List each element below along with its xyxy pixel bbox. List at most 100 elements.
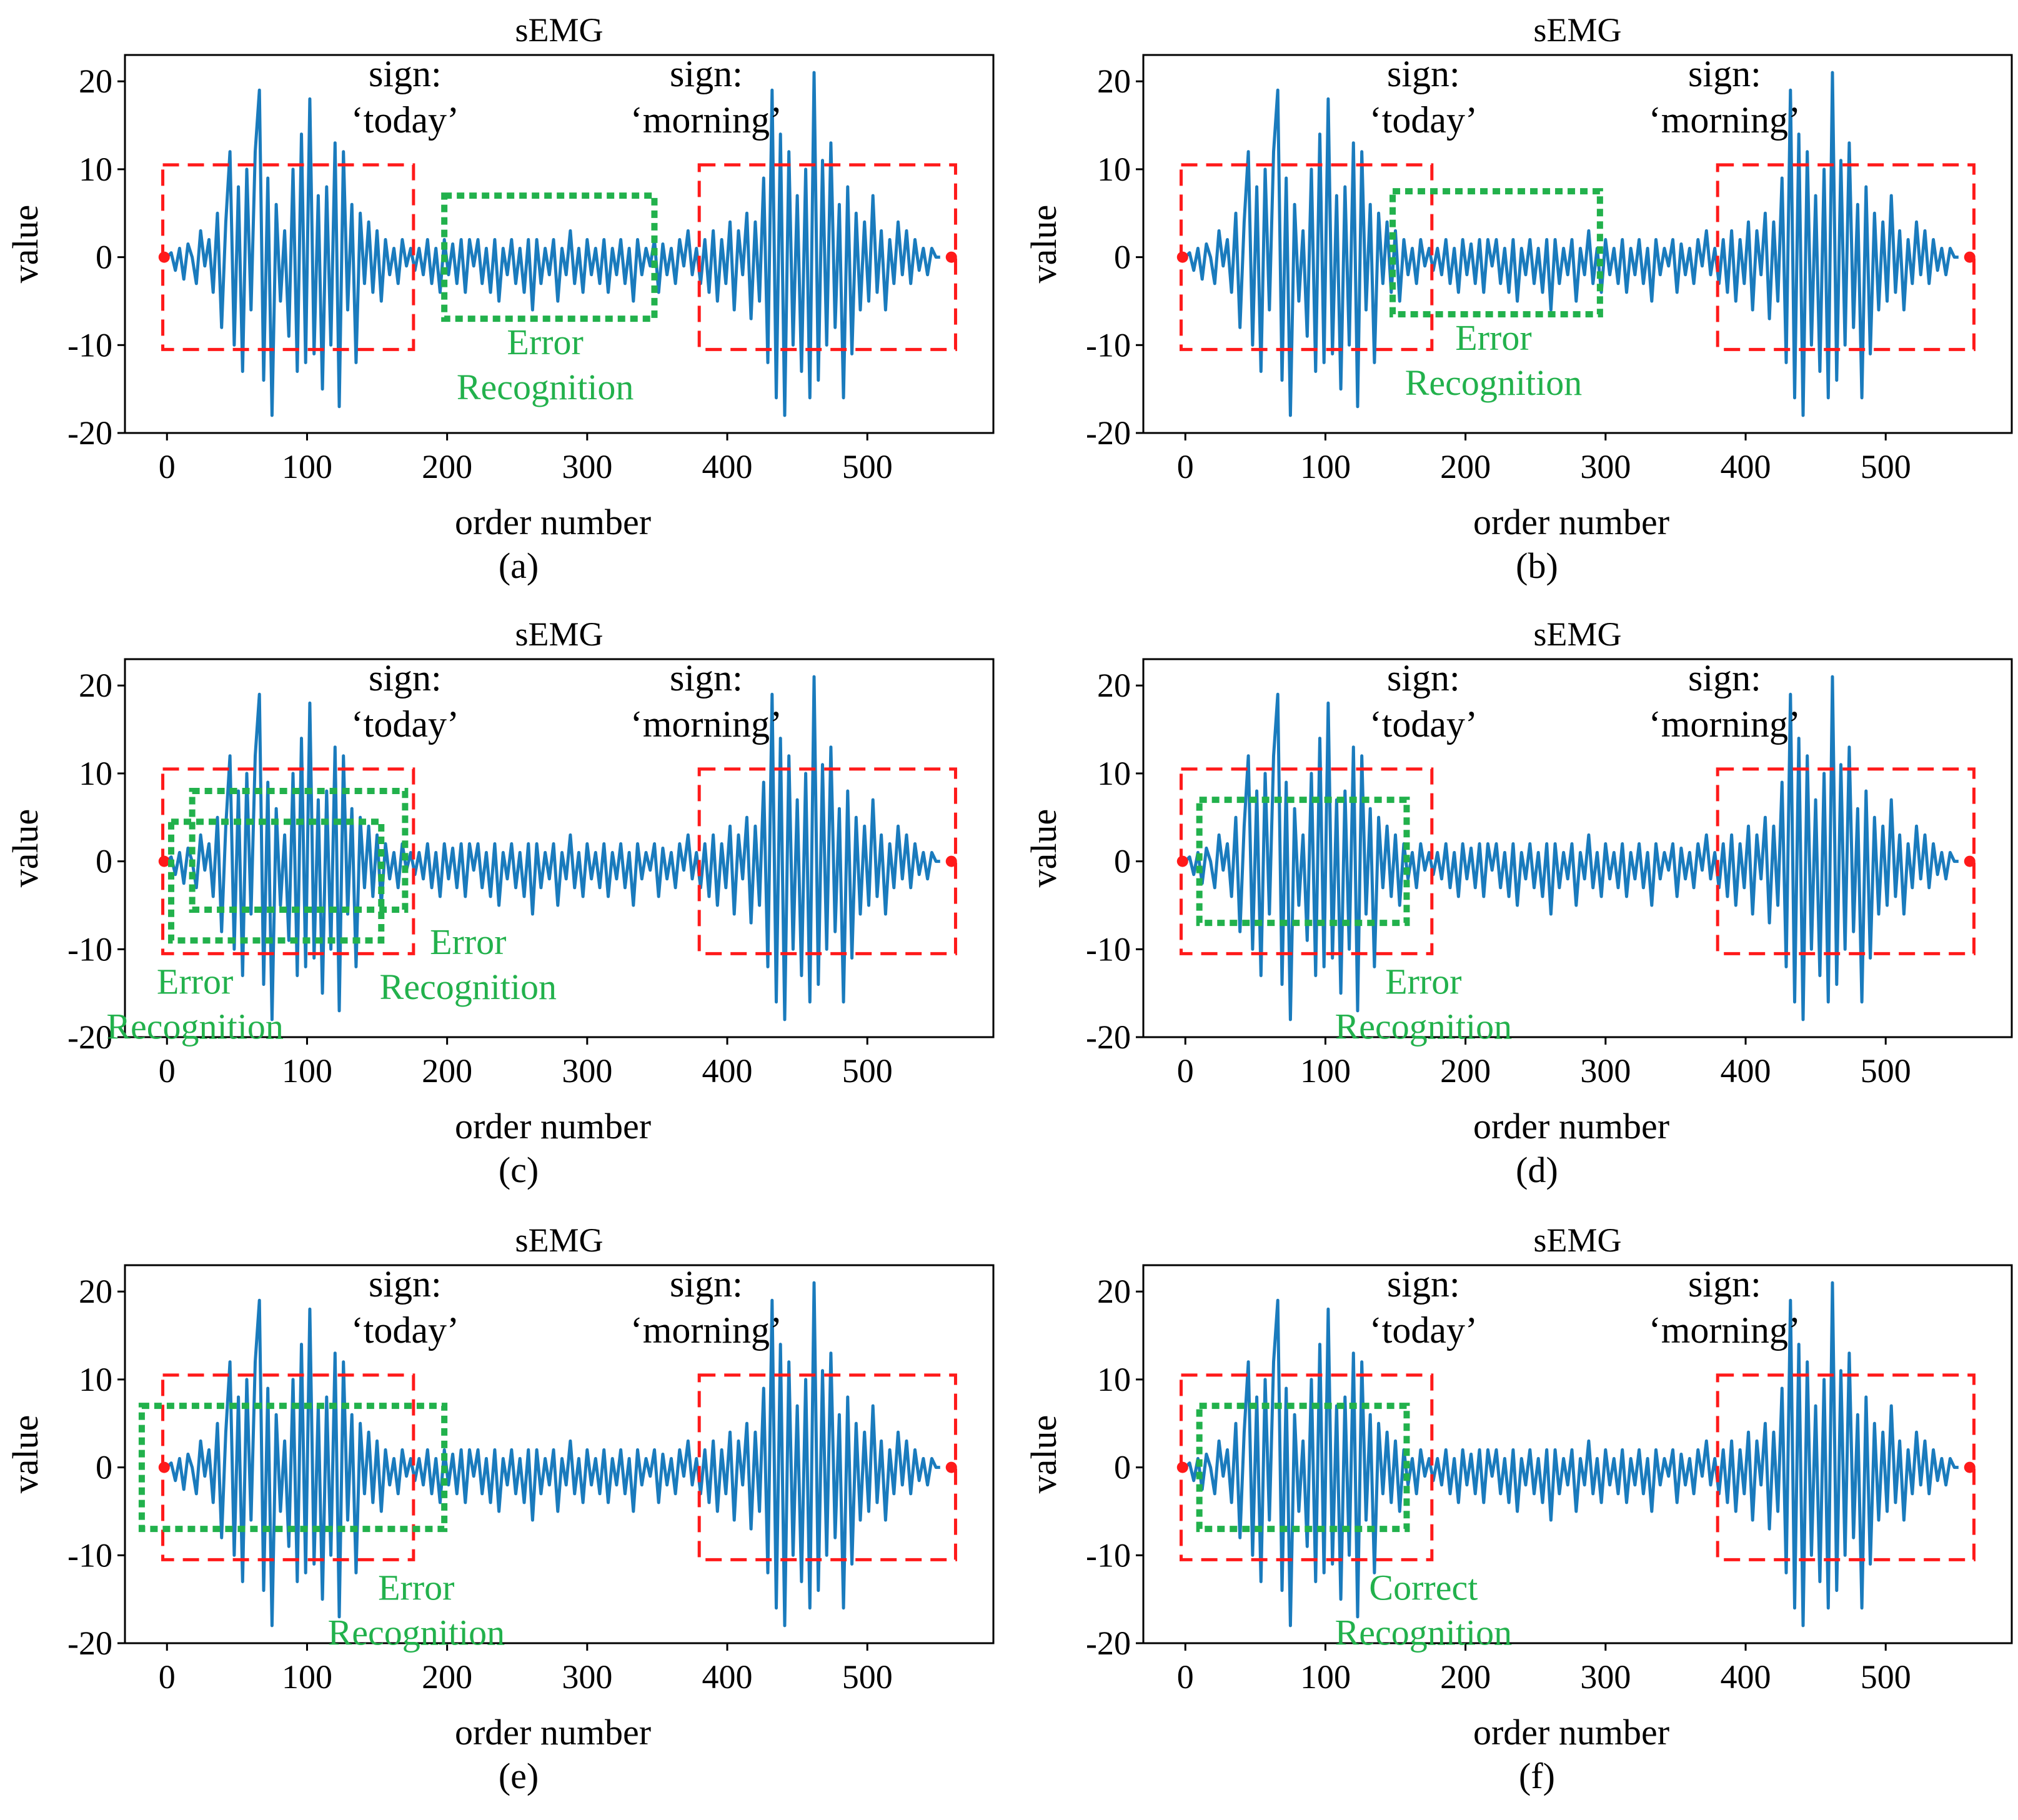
sign-label-line2: ‘today’ [351, 1310, 459, 1351]
panel-title: sEMG [515, 1221, 603, 1259]
panel-caption: (b) [1516, 545, 1558, 586]
panel-title: sEMG [1533, 615, 1621, 653]
x-tick-label: 200 [422, 1052, 472, 1090]
y-tick-label: 20 [79, 667, 112, 704]
x-tick-label: 500 [842, 448, 893, 485]
y-tick-label: -20 [1086, 414, 1131, 452]
panel-caption: (d) [1516, 1150, 1558, 1190]
x-tick-label: 0 [1177, 1658, 1194, 1696]
sign-label-line1: sign: [1387, 1263, 1460, 1305]
sign-label-line2: ‘morning’ [630, 1310, 782, 1351]
y-tick-label: 10 [79, 151, 112, 188]
y-axis-label: value [1023, 1415, 1064, 1494]
x-tick-label: 400 [1721, 448, 1771, 485]
recognition-label-line2: Recognition [457, 367, 634, 407]
y-tick-label: 10 [79, 755, 112, 792]
x-tick-label: 400 [1721, 1052, 1771, 1090]
sign-reference-window [161, 1373, 415, 1561]
semg-signal-line [166, 1281, 940, 1628]
y-tick-label: 20 [1097, 1273, 1131, 1310]
sign-reference-window [1716, 163, 1976, 351]
y-tick-label: 20 [79, 62, 112, 100]
x-tick-label: 100 [1300, 1052, 1351, 1090]
y-tick-label: -20 [1086, 1624, 1131, 1662]
semg-signal-line [1184, 675, 1959, 1022]
y-tick-label: 0 [1114, 1449, 1131, 1486]
x-tick-label: 100 [282, 1658, 332, 1696]
x-tick-label: 500 [1861, 448, 1911, 485]
sign-reference-window [1716, 1373, 1976, 1561]
recognition-window [189, 788, 409, 913]
x-tick-label: 300 [1580, 1052, 1631, 1090]
sign-reference-window [161, 767, 415, 955]
y-tick-label: -10 [67, 326, 112, 364]
sign-label-line2: ‘morning’ [630, 99, 782, 141]
x-tick-label: 300 [562, 1658, 612, 1696]
x-tick-label: 100 [1300, 448, 1351, 485]
x-tick-label: 0 [159, 1052, 176, 1090]
recognition-label-line1: Error [507, 322, 583, 362]
x-tick-label: 500 [1861, 1658, 1911, 1696]
recognition-window [167, 818, 385, 944]
x-tick-label: 0 [159, 1658, 176, 1696]
sign-label-line2: ‘morning’ [630, 704, 782, 745]
sign-label-line1: sign: [369, 53, 442, 94]
x-tick-label: 400 [702, 1052, 753, 1090]
panel-caption: (e) [499, 1756, 539, 1796]
recognition-window [441, 192, 658, 322]
recognition-label-line1: Error [378, 1567, 454, 1608]
x-axis-label: order number [455, 502, 651, 542]
x-tick-label: 300 [1580, 1658, 1631, 1696]
panel-caption: (f) [1519, 1756, 1555, 1796]
x-tick-label: 200 [1440, 1658, 1491, 1696]
axes-frame [1142, 1264, 2013, 1644]
semg-signal-line [1184, 71, 1959, 417]
sign-label-line2: ‘today’ [351, 99, 459, 141]
axes-frame [1142, 658, 2013, 1038]
sign-reference-window [1180, 163, 1434, 351]
panel-title: sEMG [1533, 11, 1621, 49]
y-axis-label: value [5, 1415, 46, 1494]
x-tick-label: 200 [422, 448, 472, 485]
y-tick-label: 10 [1097, 1361, 1131, 1398]
recognition-window [1389, 188, 1603, 318]
x-tick-label: 400 [702, 1658, 753, 1696]
y-tick-label: -20 [67, 1624, 112, 1662]
x-tick-label: 300 [562, 1052, 612, 1090]
sign-label-line2: ‘morning’ [1649, 704, 1801, 745]
sign-label-line2: ‘today’ [1369, 1310, 1478, 1351]
recognition-label-line1: Error [1455, 317, 1531, 358]
recognition-label-line1: Correct [1369, 1567, 1478, 1608]
axes-frame [124, 658, 995, 1038]
x-tick-label: 200 [422, 1658, 472, 1696]
semg-signal-line [166, 71, 940, 417]
y-tick-label: 20 [79, 1273, 112, 1310]
x-axis-label: order number [455, 1106, 651, 1146]
y-axis-label: value [5, 809, 46, 888]
x-tick-label: 100 [282, 448, 332, 485]
panel-title: sEMG [1533, 1221, 1621, 1259]
y-tick-label: -20 [1086, 1018, 1131, 1056]
panel-title: sEMG [515, 615, 603, 653]
y-tick-label: -10 [67, 1536, 112, 1574]
sign-label-line1: sign: [1688, 53, 1761, 94]
sign-reference-window [697, 163, 957, 351]
recognition-label-line1: Error [430, 922, 506, 962]
y-tick-label: 0 [96, 1449, 112, 1486]
x-tick-label: 500 [842, 1658, 893, 1696]
x-axis-label: order number [1473, 1106, 1669, 1146]
panel-caption: (c) [499, 1150, 539, 1190]
x-tick-label: 100 [1300, 1658, 1351, 1696]
sign-label-line1: sign: [670, 657, 743, 699]
sign-label-line2: ‘morning’ [1649, 1310, 1801, 1351]
x-tick-label: 200 [1440, 1052, 1491, 1090]
y-tick-label: 10 [1097, 151, 1131, 188]
y-tick-label: 20 [1097, 62, 1131, 100]
x-tick-label: 100 [282, 1052, 332, 1090]
sign-label-line1: sign: [1688, 1263, 1761, 1305]
